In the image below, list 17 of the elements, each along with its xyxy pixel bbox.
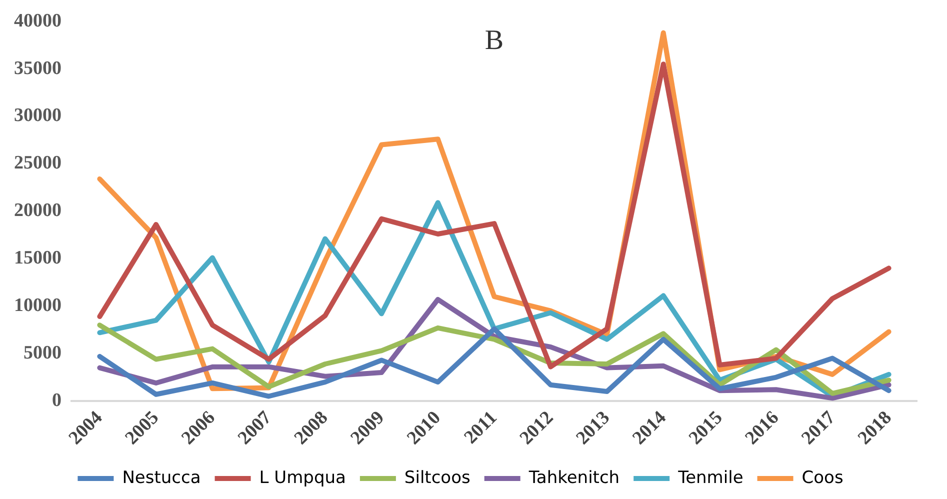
y-tick-label: 35000 xyxy=(14,58,62,79)
legend-label: L Umpqua xyxy=(259,468,346,488)
legend-label: Tahkenitch xyxy=(528,468,620,488)
y-tick-label: 15000 xyxy=(14,248,62,269)
y-tick-label: 5000 xyxy=(24,342,62,364)
legend-label: Tenmile xyxy=(677,468,744,488)
y-tick-label: 0 xyxy=(52,390,62,411)
y-tick-label: 25000 xyxy=(14,152,62,174)
x-tick-label: 2011 xyxy=(460,407,502,448)
legend-label: Coos xyxy=(802,468,844,488)
y-tick-label: 30000 xyxy=(14,105,62,126)
y-tick-label: 40000 xyxy=(14,10,62,32)
legend-label: Siltcoos xyxy=(404,468,470,488)
y-tick-label: 20000 xyxy=(14,200,62,222)
y-tick-label: 10000 xyxy=(14,295,62,316)
legend-label: Nestucca xyxy=(122,468,201,488)
chart-title: B xyxy=(484,24,504,56)
